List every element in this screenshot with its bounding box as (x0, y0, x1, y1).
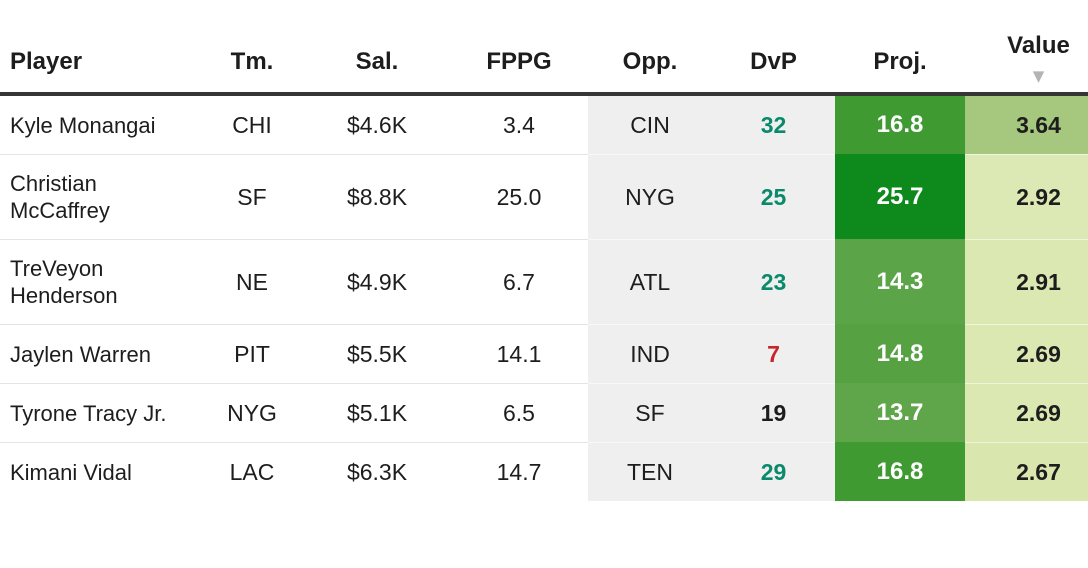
header-row: Player Tm. Sal. FPPG Opp. DvP Proj. Valu… (0, 0, 1088, 96)
player-name-cell: Kimani Vidal (0, 442, 200, 501)
player-name-cell: TreVeyon Henderson (0, 239, 200, 324)
value-cell: 2.67 (965, 442, 1088, 501)
column-header-fppg[interactable]: FPPG (450, 0, 588, 96)
player-name-cell: Kyle Monangai (10, 112, 156, 138)
value-cell: 2.91 (965, 239, 1088, 324)
salary-cell: $4.6K (346, 111, 408, 138)
projection-cell: 14.8 (835, 324, 965, 383)
table-row: Jaylen Warren PIT $5.5K 14.1 IND 7 14.8 … (0, 324, 1088, 383)
value-cell: 2.69 (965, 383, 1088, 442)
column-header-team[interactable]: Tm. (200, 0, 304, 96)
projection-cell: 14.3 (835, 239, 965, 324)
team-cell: PIT (200, 324, 304, 383)
opponent-cell: SF (588, 383, 712, 442)
dvp-cell: 19 (712, 383, 835, 442)
team-cell: NE (200, 239, 304, 324)
table-row: TreVeyon Henderson NE $4.9K 6.7 ATL 23 1… (0, 239, 1088, 324)
player-name-cell: Tyrone Tracy Jr. (0, 383, 200, 442)
column-header-dvp[interactable]: DvP (712, 0, 835, 96)
value-cell: 2.92 (965, 154, 1088, 239)
projection-cell: 16.8 (835, 96, 965, 154)
column-header-proj[interactable]: Proj. (835, 0, 965, 96)
team-cell: CHI (232, 111, 272, 138)
sort-descending-icon: ▼ (1032, 67, 1045, 85)
projection-cell: 16.8 (835, 442, 965, 501)
opponent-cell: NYG (588, 154, 712, 239)
projection-cell: 13.7 (835, 383, 965, 442)
column-header-salary[interactable]: Sal. (304, 0, 450, 96)
opponent-cell: IND (588, 324, 712, 383)
salary-cell: $4.9K (304, 239, 450, 324)
team-cell: NYG (200, 383, 304, 442)
salary-cell: $5.1K (304, 383, 450, 442)
dvp-cell: 7 (712, 324, 835, 383)
table-row: Kimani Vidal LAC $6.3K 14.7 TEN 29 16.8 … (0, 442, 1088, 501)
salary-cell: $5.5K (304, 324, 450, 383)
salary-cell: $8.8K (304, 154, 450, 239)
dvp-cell: 29 (712, 442, 835, 501)
column-header-value[interactable]: Value ▼ (965, 0, 1088, 96)
player-name-cell: Christian McCaffrey (0, 154, 200, 239)
column-header-value-label: Value (1007, 32, 1070, 59)
fppg-cell: 14.1 (450, 324, 588, 383)
column-header-player[interactable]: Player (0, 0, 200, 96)
table-row: Christian McCaffrey SF $8.8K 25.0 NYG 25… (0, 154, 1088, 239)
dvp-cell: 25 (712, 154, 835, 239)
table-row: Kyle Monangai CHI $4.6K 3.4 CIN 32 16.8 … (0, 96, 1088, 154)
team-cell: LAC (200, 442, 304, 501)
salary-cell: $6.3K (304, 442, 450, 501)
opponent-cell: TEN (588, 442, 712, 501)
fppg-cell: 25.0 (450, 154, 588, 239)
column-header-opponent[interactable]: Opp. (588, 0, 712, 96)
dvp-cell: 32 (712, 96, 835, 154)
team-cell: SF (200, 154, 304, 239)
fppg-cell: 3.4 (503, 111, 535, 138)
player-stats-table: Player Tm. Sal. FPPG Opp. DvP Proj. Valu… (0, 0, 1088, 501)
value-cell: 2.69 (965, 324, 1088, 383)
dvp-cell: 23 (712, 239, 835, 324)
fppg-cell: 6.7 (450, 239, 588, 324)
fppg-cell: 14.7 (450, 442, 588, 501)
player-name-cell: Jaylen Warren (0, 324, 200, 383)
fppg-cell: 6.5 (450, 383, 588, 442)
projection-cell: 25.7 (835, 154, 965, 239)
opponent-cell: CIN (588, 96, 712, 154)
value-cell: 3.64 (965, 96, 1088, 154)
table-row: Tyrone Tracy Jr. NYG $5.1K 6.5 SF 19 13.… (0, 383, 1088, 442)
opponent-cell: ATL (588, 239, 712, 324)
